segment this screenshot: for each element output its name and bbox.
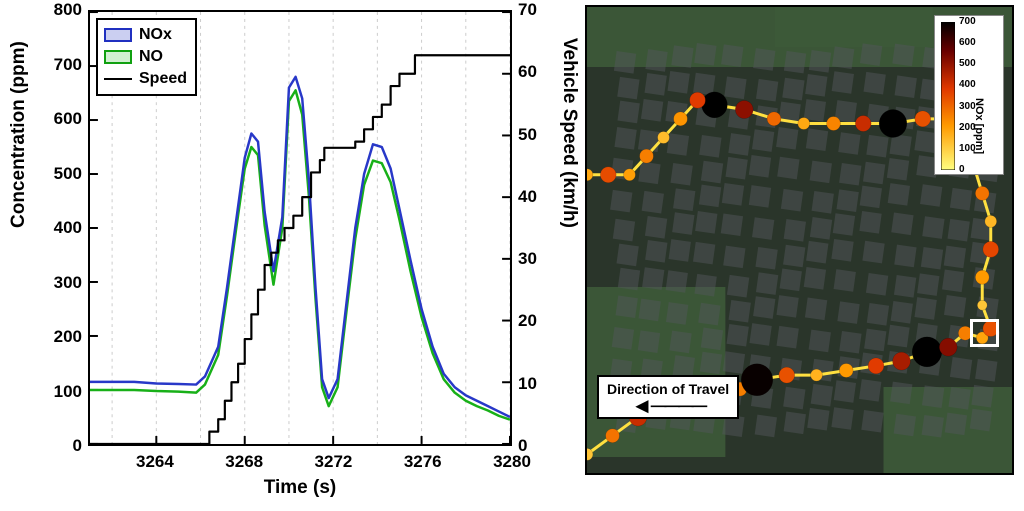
xtick: 3264: [130, 452, 180, 472]
map-panel: NOx [ppm] 0100200300400500600700 Directi…: [580, 0, 1024, 511]
legend-swatch-nox: [104, 28, 132, 42]
ytick-left: 600: [32, 109, 82, 129]
ytick-right: 40: [518, 187, 558, 207]
xtick: 3276: [398, 452, 448, 472]
ytick-right: 60: [518, 62, 558, 82]
map-box: NOx [ppm] 0100200300400500600700 Directi…: [585, 5, 1014, 475]
colorbar-tick: 200: [959, 122, 976, 133]
colorbar-tick: 700: [959, 16, 976, 27]
plot-area: NOx NO Speed: [88, 10, 512, 446]
ytick-left: 700: [32, 55, 82, 75]
colorbar-gradient: [941, 22, 955, 170]
ytick-right: 10: [518, 374, 558, 394]
ytick-right: 20: [518, 311, 558, 331]
legend-swatch-no: [104, 50, 132, 64]
colorbar-tick: 400: [959, 79, 976, 90]
ytick-left: 300: [32, 273, 82, 293]
ytick-right: 30: [518, 249, 558, 269]
xtick: 3268: [219, 452, 269, 472]
ytick-left: 200: [32, 327, 82, 347]
y-axis-left-label: Concentration (ppm): [8, 41, 30, 228]
colorbar-tick: 500: [959, 58, 976, 69]
y-axis-right-label: Vehicle Speed (km/h): [558, 38, 580, 228]
ytick-left: 500: [32, 164, 82, 184]
legend-item-nox: NOx: [104, 24, 187, 46]
chart-legend: NOx NO Speed: [96, 18, 197, 96]
colorbar: NOx [ppm] 0100200300400500600700: [934, 15, 1004, 175]
x-axis-label: Time (s): [88, 477, 512, 499]
legend-line-speed: [104, 78, 132, 80]
legend-item-no: NO: [104, 46, 187, 68]
ytick-left: 0: [32, 436, 82, 456]
ytick-right: 70: [518, 0, 558, 20]
colorbar-tick: 300: [959, 101, 976, 112]
legend-label-nox: NOx: [139, 26, 172, 44]
map-highlight-rect: [970, 319, 1000, 347]
ytick-left: 100: [32, 382, 82, 402]
xtick: 3272: [308, 452, 358, 472]
legend-item-speed: Speed: [104, 68, 187, 90]
ytick-left: 400: [32, 218, 82, 238]
colorbar-tick: 100: [959, 143, 976, 154]
ytick-left: 800: [32, 0, 82, 20]
colorbar-tick: 600: [959, 37, 976, 48]
ytick-right: 50: [518, 125, 558, 145]
direction-of-travel-box: Direction of Travel ◄────: [597, 375, 739, 419]
legend-label-no: NO: [139, 48, 163, 66]
chart-panel: Concentration (ppm) Vehicle Speed (km/h)…: [0, 0, 580, 511]
colorbar-tick: 0: [959, 164, 965, 175]
xtick: 3280: [487, 452, 537, 472]
arrow-left-icon: ◄────: [607, 397, 729, 415]
legend-label-speed: Speed: [139, 70, 187, 88]
